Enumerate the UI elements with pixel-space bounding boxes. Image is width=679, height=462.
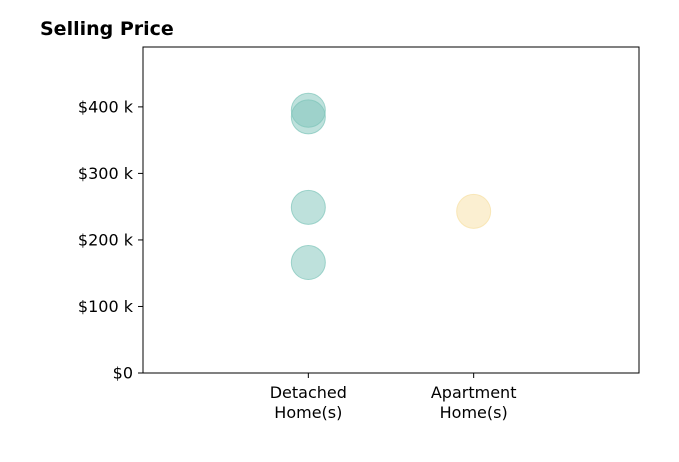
y-tick-label: $200 k xyxy=(78,230,134,249)
chart-title: Selling Price xyxy=(40,18,174,40)
axes-frame xyxy=(142,46,640,374)
data-point-0-2 xyxy=(290,189,326,225)
y-tick-label: $100 k xyxy=(78,297,134,316)
data-point-0-1 xyxy=(290,99,326,135)
data-point-0-3 xyxy=(290,245,326,281)
data-point-1-0 xyxy=(456,193,492,229)
x-tick-label: Apartment Home(s) xyxy=(431,383,517,422)
x-tick-label: Detached Home(s) xyxy=(270,383,347,422)
y-tick-label: $0 xyxy=(113,364,133,383)
y-tick-label: $400 k xyxy=(78,97,134,116)
plot-area: $0 $100 k $200 k $300 k $400 k Detached Home(s… xyxy=(78,46,640,422)
y-tick-label: $300 k xyxy=(78,164,134,183)
